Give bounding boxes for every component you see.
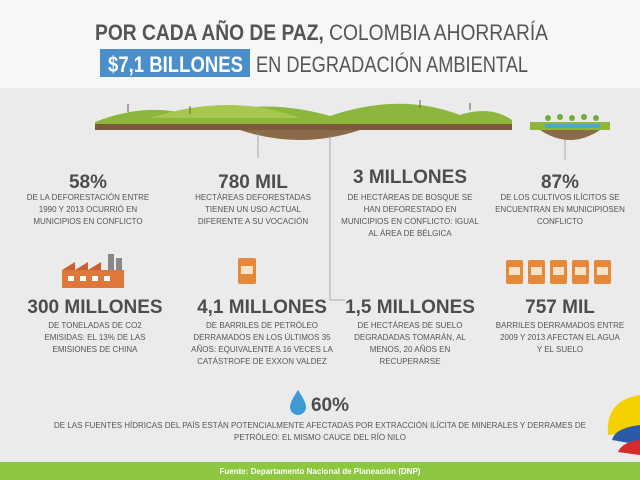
stat-description: AÑOS: EQUIVALENTE A 16 VECES LA bbox=[191, 345, 333, 354]
stat-description: EMISIONES DE CHINA bbox=[53, 345, 139, 354]
stat-value: 757 MIL bbox=[525, 297, 595, 318]
water-drop bbox=[290, 390, 306, 415]
stat-description: DE LOS CULTIVOS ILÍCITOS SE bbox=[500, 193, 619, 202]
stat-value: 87% bbox=[541, 172, 579, 193]
stat-description: ENCUENTRAN EN MUNICIPIOSEN bbox=[495, 205, 625, 214]
stat-value: 300 MILLONES bbox=[27, 297, 162, 318]
barrel-labels bbox=[241, 266, 608, 275]
stat-description: 2009 Y 2013 AFECTAN EL AGUA bbox=[500, 333, 620, 342]
stat-description: EMISIDAS: EL 13% DE LAS bbox=[44, 333, 145, 342]
title-highlight: $7,1 BILLONES bbox=[108, 52, 243, 77]
factory-icon bbox=[62, 254, 124, 288]
stat-description: DE LAS FUENTES HÍDRICAS DEL PAÍS ESTÁN P… bbox=[54, 421, 586, 430]
stat-description: RECUPERARSE bbox=[380, 357, 441, 366]
stat-description: DE HECTÁREAS DE BOSQUE SE bbox=[348, 193, 473, 202]
stat-description: DEGRADADAS TOMARÁN, AL bbox=[354, 333, 466, 342]
stat-value: 60% bbox=[311, 395, 349, 416]
stat-description: DIFERENTE A SU VOCACIÓN bbox=[198, 217, 308, 226]
title-rest: COLOMBIA AHORRARÍA bbox=[324, 20, 548, 45]
footer-bar bbox=[0, 462, 640, 480]
stat-description: DE HECTÁREAS DE SUELO bbox=[358, 321, 463, 330]
stat-description: DE BARRILES DE PETRÓLEO bbox=[206, 321, 318, 330]
stat-description: HAN DEFORESTADO EN bbox=[364, 205, 457, 214]
connector-lines bbox=[257, 132, 566, 301]
stat-value: 3 MILLONES bbox=[353, 167, 467, 188]
stat-description: BARRILES DERRAMADOS ENTRE bbox=[496, 321, 624, 330]
stat-description: MENOS, 20 AÑOS EN bbox=[370, 345, 451, 354]
title-strong: POR CADA AÑO DE PAZ, bbox=[95, 20, 324, 45]
stat-value: 58% bbox=[69, 172, 107, 193]
stat-description: DERRAMADOS EN LOS ÚLTIMOS 35 bbox=[193, 333, 331, 342]
stat-description: AL ÁREA DE BÉLGICA bbox=[368, 229, 452, 238]
footer-source: Fuente: Departamento Nacional de Planeac… bbox=[220, 467, 421, 476]
stat-description: DE TONELADAS DE CO2 bbox=[48, 321, 142, 330]
highlight-box bbox=[100, 49, 250, 77]
stat-description: TIENEN UN USO ACTUAL bbox=[205, 205, 302, 214]
stat-description: MUNICIPIOS EN CONFLICTO: IGUAL bbox=[341, 217, 479, 226]
stat-value: 1,5 MILLONES bbox=[345, 297, 475, 318]
stat-description: PETRÓLEO: EL MISMO CAUCE DEL RÍO NILO bbox=[234, 433, 406, 442]
stat-description: CONFLICTO bbox=[537, 217, 583, 226]
stat-description: DE LA DEFORESTACIÓN ENTRE bbox=[27, 193, 150, 202]
stat-description: 1990 Y 2013 OCURRIÓ EN bbox=[39, 205, 138, 214]
stat-value: 780 MIL bbox=[218, 172, 288, 193]
stat-value: 4,1 MILLONES bbox=[197, 297, 327, 318]
stat-description: MUNICIPIOS EN CONFLICTO bbox=[33, 217, 142, 226]
logo bbox=[607, 395, 640, 455]
title-line1: POR CADA AÑO DE PAZ, COLOMBIA AHORRARÍA bbox=[95, 20, 548, 45]
stat-description: Y EL SUELO bbox=[537, 345, 583, 354]
stat-description: HECTÁREAS DEFORESTADAS bbox=[195, 193, 311, 202]
stat-description: CATÁSTROFE DE EXXON VALDEZ bbox=[197, 357, 327, 366]
stats: 58%DE LA DEFORESTACIÓN ENTRE 1990 Y 2013 … bbox=[27, 167, 625, 442]
title-line2: EN DEGRADACIÓN AMBIENTAL bbox=[256, 52, 528, 77]
